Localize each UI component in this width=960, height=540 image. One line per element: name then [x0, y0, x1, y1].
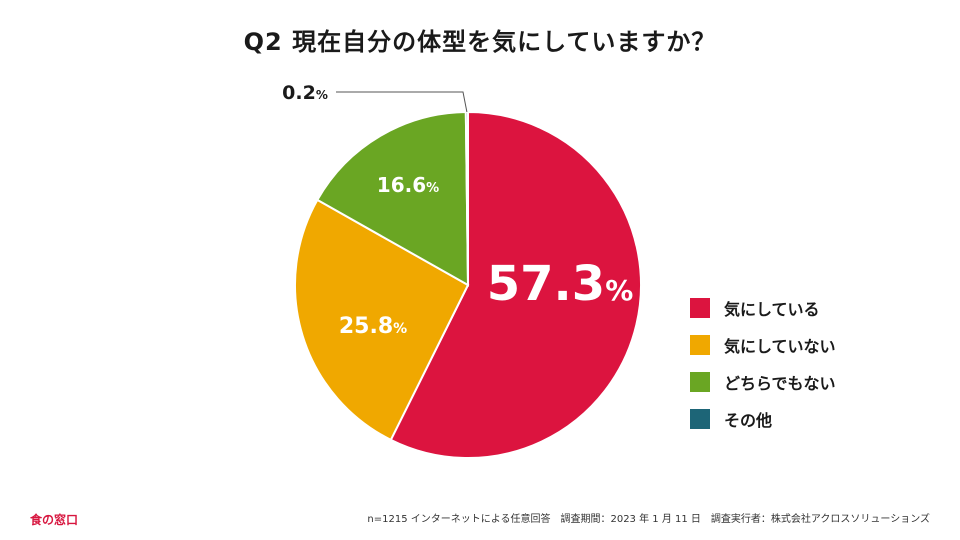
brand-logo: 食の窓口	[30, 513, 79, 527]
legend-label: その他	[724, 411, 773, 430]
pie-slice-sonota	[464, 110, 469, 286]
pie-slice-kinishiteinai	[294, 198, 470, 442]
legend-label: 気にしていない	[724, 337, 836, 356]
pie-slice-dochirademonai	[316, 111, 470, 287]
legend-label: どちらでもない	[724, 374, 836, 393]
legend-item-kinishiteinai: 気にしていない	[690, 335, 836, 356]
legend-label: 気にしている	[724, 300, 820, 319]
survey-footnote: n=1215 インターネットによる任意回答 調査期間：2023 年 1 月 11…	[367, 514, 930, 525]
leader-line-sonota	[336, 91, 468, 113]
chart-title: Q2 現在自分の体型を気にしていますか？	[243, 28, 717, 56]
legend-swatch	[690, 335, 710, 355]
legend-item-dochirademonai: どちらでもない	[690, 372, 836, 393]
legend-swatch	[690, 372, 710, 392]
data-label-kinishiteiru: 57.3%	[487, 256, 634, 312]
legend-item-kinishiteiru: 気にしている	[690, 298, 836, 319]
legend-item-sonota: その他	[690, 409, 836, 430]
data-label-kinishiteinai: 25.8%	[339, 314, 407, 339]
data-label-sonota: 0.2%	[282, 82, 328, 104]
legend-swatch	[690, 298, 710, 318]
pie-slice-kinishiteiru	[389, 110, 642, 459]
data-label-dochirademonai: 16.6%	[377, 173, 439, 197]
legend-swatch	[690, 409, 710, 429]
legend: 気にしている 気にしていない どちらでもない その他	[690, 298, 836, 430]
